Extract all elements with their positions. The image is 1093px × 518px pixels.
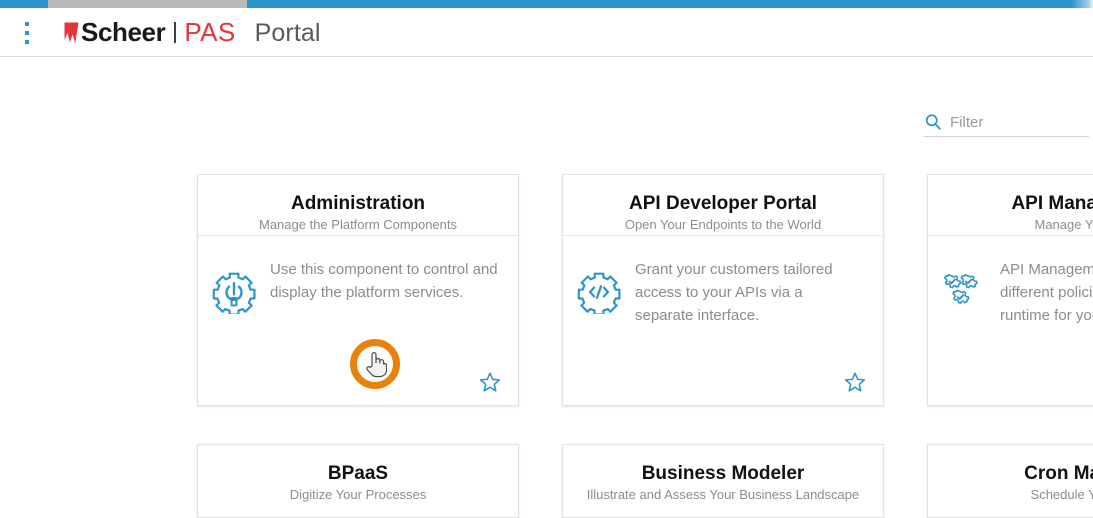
card-api-management[interactable]: API Management Manage Your APIs: [927, 174, 1093, 406]
pointing-hand-cursor-icon: [366, 352, 387, 378]
card-title: Business Modeler: [641, 463, 805, 484]
card-subtitle: Open Your Endpoints to the World: [624, 217, 822, 232]
card-business-modeler[interactable]: Business Modeler Illustrate and Assess Y…: [562, 444, 884, 518]
gear-wrench-icon: [212, 272, 256, 314]
cursor-highlight-ring: [350, 339, 400, 389]
brand-logo[interactable]: Scheer PAS Portal: [64, 17, 321, 48]
top-accent-right-segment: [247, 0, 1093, 8]
card-title: BPaaS: [327, 463, 389, 484]
top-accent-left-segment: [0, 0, 48, 8]
kebab-dot: [25, 31, 29, 35]
card-title: Administration: [290, 193, 426, 214]
brand-name: Scheer: [81, 17, 166, 47]
card-description: Use this component to control and displa…: [270, 261, 498, 301]
card-subtitle: Schedule Your Jobs: [1030, 487, 1093, 502]
brand-product: PAS: [184, 17, 236, 47]
card-subtitle: Digitize Your Processes: [289, 487, 427, 502]
card-description: API Management lets you apply different …: [1000, 261, 1093, 324]
card-api-developer-portal[interactable]: API Developer Portal Open Your Endpoints…: [562, 174, 884, 406]
card-cron-manager[interactable]: Cron Manager Schedule Your Jobs: [927, 444, 1093, 518]
three-gears-check-icon: [944, 273, 978, 304]
card-row: BPaaS Digitize Your Processes Business M…: [197, 444, 1093, 518]
favorite-star-outline-icon[interactable]: [479, 371, 501, 393]
kebab-dot: [25, 22, 29, 26]
card-header: API Management Manage Your APIs: [928, 175, 1093, 236]
card-subtitle: Manage the Platform Components: [259, 217, 457, 232]
card-header: API Developer Portal Open Your Endpoints…: [563, 175, 883, 236]
card-title: Cron Manager: [1024, 463, 1093, 484]
card-header: Administration Manage the Platform Compo…: [198, 175, 518, 236]
page-title: Portal: [254, 19, 321, 47]
card-header: Business Modeler Illustrate and Assess Y…: [563, 445, 883, 506]
component-card-grid: Administration Manage the Platform Compo…: [197, 174, 1093, 518]
card-header: BPaaS Digitize Your Processes: [198, 445, 518, 506]
scheer-flag-logo-icon: [64, 22, 79, 44]
card-title: API Developer Portal: [629, 193, 817, 214]
card-subtitle: Manage Your APIs: [1034, 217, 1093, 232]
kebab-menu-icon[interactable]: [20, 22, 34, 44]
card-subtitle: Illustrate and Assess Your Business Land…: [586, 487, 860, 502]
card-body: API Management lets you apply different …: [928, 236, 1093, 327]
card-row: Administration Manage the Platform Compo…: [197, 174, 1093, 406]
top-accent-strip: [0, 0, 1093, 8]
gear-code-icon: [577, 272, 621, 314]
card-title: API Management: [1011, 193, 1093, 214]
search-input[interactable]: [950, 113, 1078, 131]
card-bpaas[interactable]: BPaaS Digitize Your Processes: [197, 444, 519, 518]
card-header: Cron Manager Schedule Your Jobs: [928, 445, 1093, 506]
search-icon: [925, 114, 941, 130]
favorite-star-outline-icon[interactable]: [844, 371, 866, 393]
kebab-dot: [25, 40, 29, 44]
app-header: Scheer PAS Portal: [0, 8, 1093, 57]
card-body: Grant your customers tailored access to …: [563, 236, 883, 327]
brand-separator: [174, 22, 177, 43]
filter-field[interactable]: [924, 108, 1089, 137]
card-body: Use this component to control and displa…: [198, 236, 518, 314]
card-description: Grant your customers tailored access to …: [635, 261, 833, 324]
